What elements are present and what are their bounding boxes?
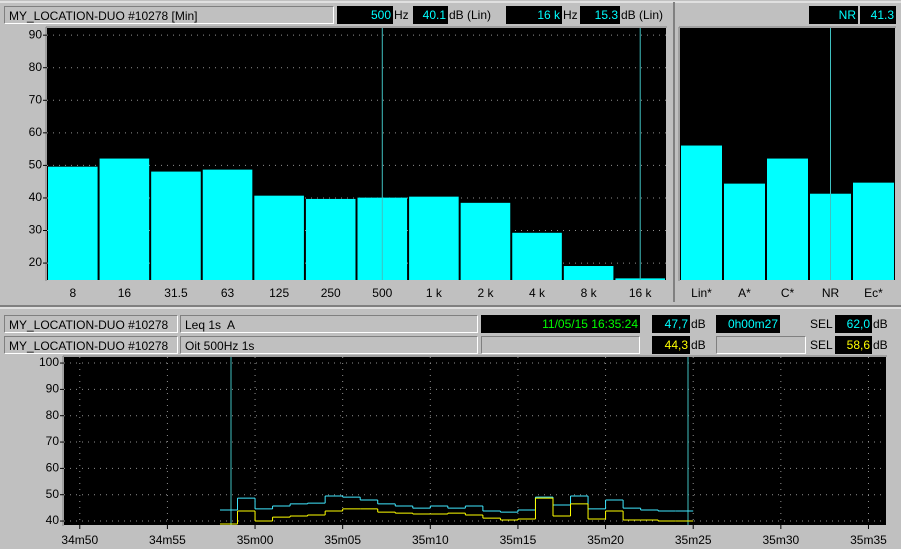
- unit: dB: [873, 317, 888, 331]
- x-tick-label: A*: [738, 286, 751, 300]
- cursor-level: 40.1: [413, 6, 448, 24]
- duration: 0h00m27: [716, 315, 780, 333]
- bar: [563, 266, 614, 280]
- y-tick-label: 90: [29, 27, 43, 41]
- y-tick-label: 60: [29, 125, 43, 139]
- bar: [512, 232, 562, 280]
- x-tick-label: 8: [69, 286, 76, 300]
- plot-area: [64, 357, 886, 525]
- x-tick-label: 35m25: [675, 533, 712, 547]
- y-tick-label: 100: [39, 355, 59, 369]
- bar: [767, 158, 808, 280]
- bar: [460, 202, 511, 280]
- bar: [409, 196, 459, 280]
- cursor-frequency: 500: [337, 6, 393, 24]
- unit: Hz: [563, 8, 578, 22]
- bar: [202, 169, 253, 280]
- level: 44,3: [652, 336, 690, 354]
- y-tick-label: 50: [29, 158, 43, 172]
- x-tick-label: 2 k: [477, 286, 494, 300]
- x-tick-label: Ec*: [864, 286, 883, 300]
- x-tick-label: 35m35: [850, 533, 887, 547]
- unit: dB (Lin): [449, 8, 492, 22]
- bar: [305, 198, 356, 280]
- bar: [853, 182, 894, 280]
- unit: dB: [691, 338, 706, 352]
- x-tick-label: Lin*: [691, 286, 712, 300]
- x-tick-label: 250: [321, 286, 341, 300]
- x-tick-label: 35m30: [762, 533, 799, 547]
- y-tick-label: 20: [29, 255, 43, 269]
- bar: [99, 158, 150, 280]
- x-tick-label: 500: [372, 286, 392, 300]
- x-tick-label: 35m20: [587, 533, 624, 547]
- datetime: 11/05/15 16:35:24: [481, 315, 640, 333]
- bar: [254, 195, 304, 280]
- series-name: Leq 1s A: [180, 315, 478, 333]
- x-tick-label: 16 k: [629, 286, 653, 300]
- x-tick-label: 34m55: [149, 533, 186, 547]
- y-tick-label: 70: [29, 92, 43, 106]
- bar: [48, 166, 98, 280]
- level: 47,7: [652, 315, 690, 333]
- unit: Hz: [394, 8, 409, 22]
- cursor-level: 41.3: [860, 6, 896, 24]
- sel: 58,6: [835, 336, 872, 354]
- cursor-level: 15.3: [580, 6, 620, 24]
- bar: [724, 183, 765, 280]
- source: MY_LOCATION-DUO #10278: [4, 336, 178, 354]
- x-tick-label: 1 k: [426, 286, 443, 300]
- y-tick-label: 30: [29, 223, 43, 237]
- x-tick-label: 8 k: [581, 286, 598, 300]
- bar: [151, 171, 201, 280]
- x-tick-label: 16: [118, 286, 132, 300]
- sel-label: SEL: [810, 338, 833, 352]
- x-tick-label: C*: [781, 286, 795, 300]
- y-tick-label: 40: [46, 513, 60, 527]
- plot-area: [47, 28, 666, 280]
- y-tick-label: 40: [29, 190, 43, 204]
- x-tick-label: 31.5: [164, 286, 188, 300]
- unit: dB: [691, 317, 706, 331]
- unit: dB (Lin): [621, 8, 664, 22]
- y-tick-label: 90: [46, 382, 60, 396]
- panel-title: MY_LOCATION-DUO #10278 [Min]: [4, 6, 334, 24]
- y-tick-label: 80: [29, 60, 43, 74]
- cursor-frequency: 16 k: [506, 6, 562, 24]
- bar: [681, 145, 722, 280]
- y-tick-label: 70: [46, 434, 60, 448]
- empty-field: [481, 336, 640, 354]
- y-tick-label: 50: [46, 487, 60, 501]
- x-tick-label: 63: [221, 286, 235, 300]
- x-tick-label: NR: [822, 286, 840, 300]
- x-tick-label: 125: [269, 286, 289, 300]
- x-tick-label: 35m05: [324, 533, 361, 547]
- x-tick-label: 4 k: [529, 286, 546, 300]
- sel: 62,0: [835, 315, 872, 333]
- x-tick-label: 35m00: [237, 533, 274, 547]
- y-tick-label: 60: [46, 461, 60, 475]
- series-name: Oit 500Hz 1s: [180, 336, 478, 354]
- sel-label: SEL: [810, 317, 833, 331]
- x-tick-label: 34m50: [61, 533, 98, 547]
- x-tick-label: 35m10: [412, 533, 449, 547]
- source: MY_LOCATION-DUO #10278: [4, 315, 178, 333]
- empty-field: [716, 336, 806, 354]
- x-tick-label: 35m15: [500, 533, 537, 547]
- cursor-weighting: NR: [809, 6, 858, 24]
- unit: dB: [873, 338, 888, 352]
- y-tick-label: 80: [46, 408, 60, 422]
